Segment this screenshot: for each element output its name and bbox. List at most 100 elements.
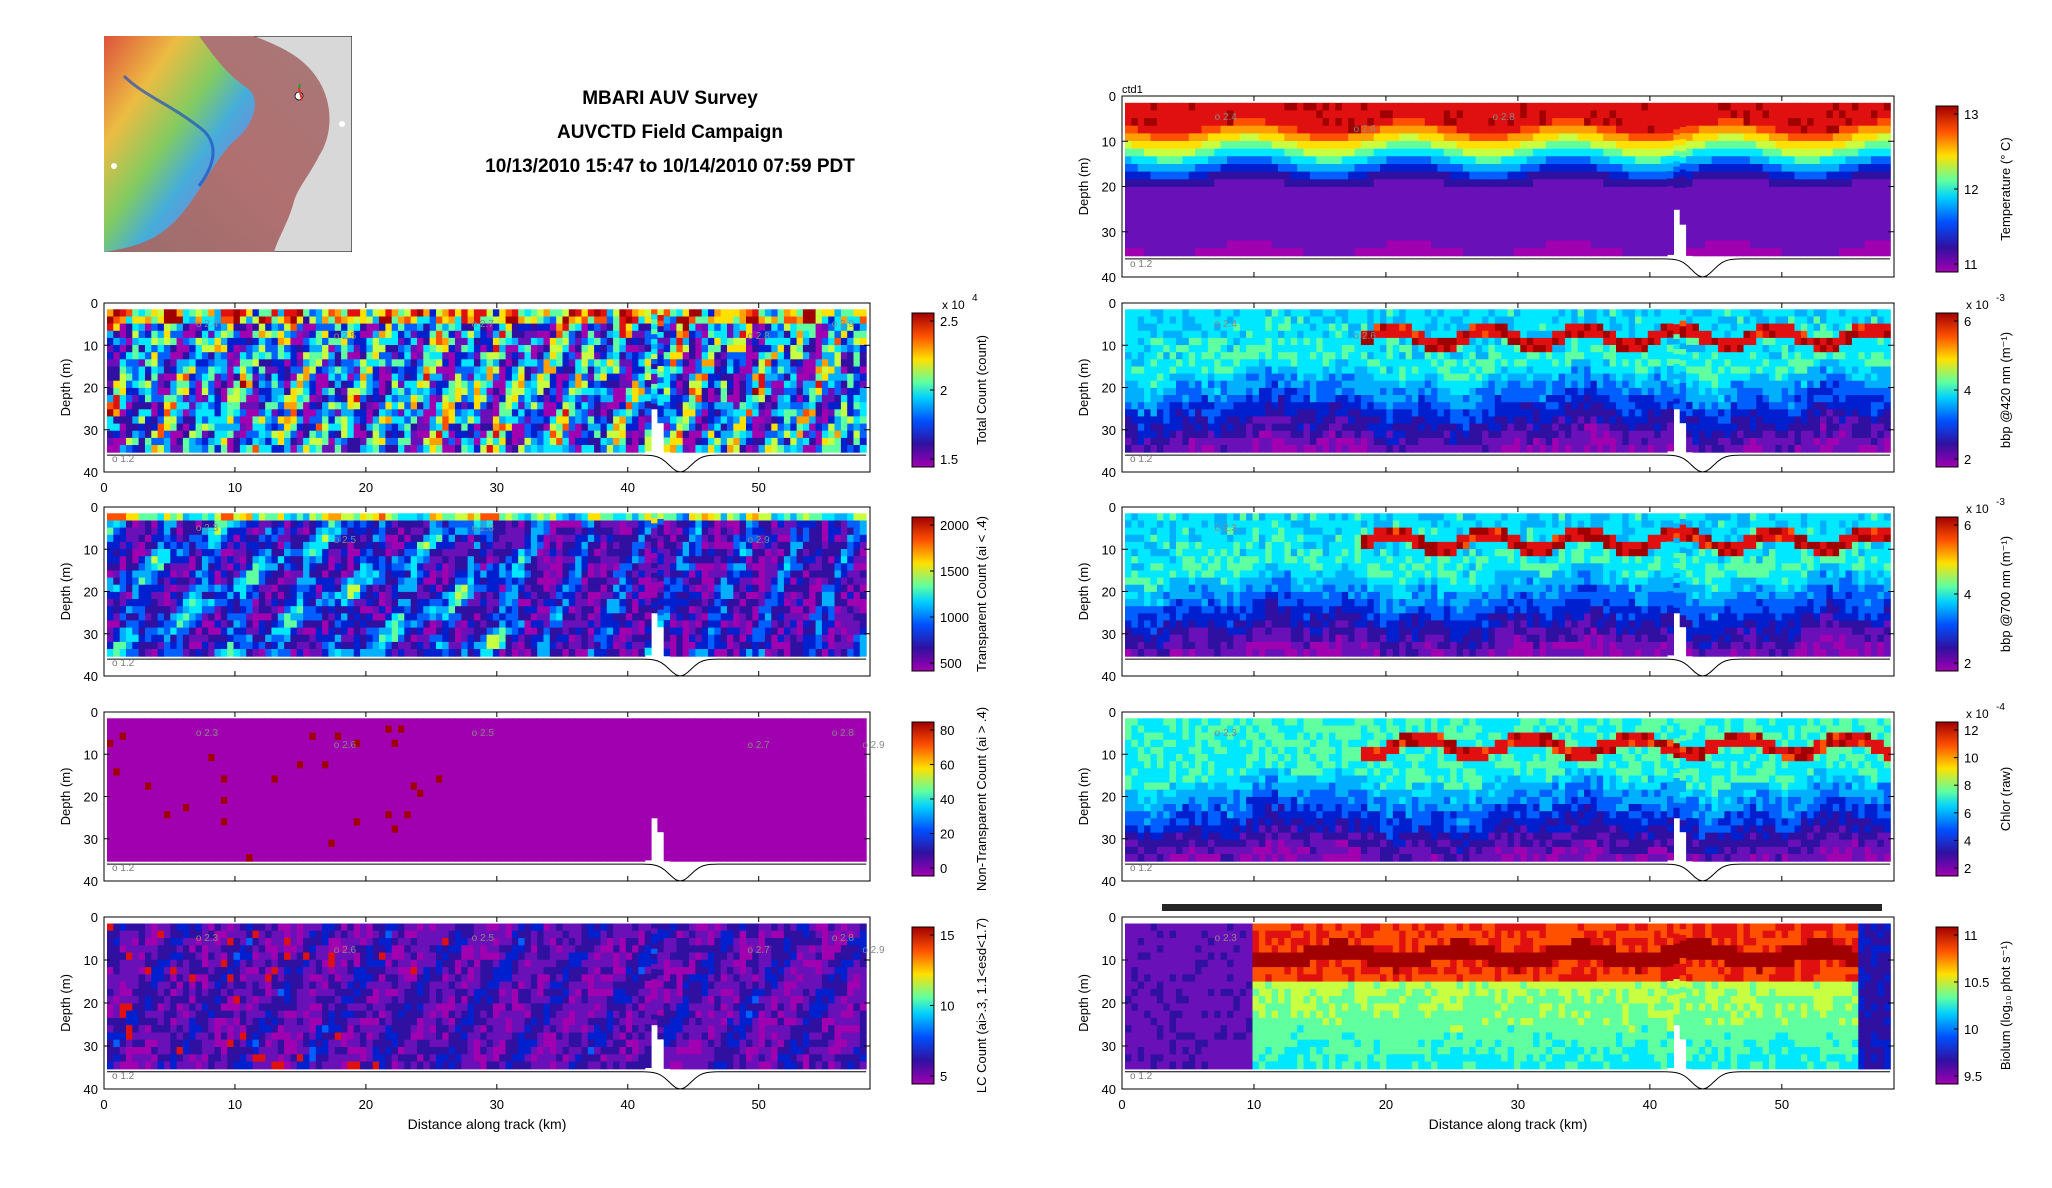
heatmap-cell xyxy=(234,620,241,628)
heatmap-cell xyxy=(841,359,848,367)
heatmap-cell xyxy=(430,649,437,657)
heatmap-cell xyxy=(575,431,582,439)
heatmap-cell xyxy=(291,563,298,571)
heatmap-cell xyxy=(487,445,494,453)
heatmap-cell xyxy=(468,635,475,643)
heatmap-cell xyxy=(506,606,513,614)
heatmap-cell xyxy=(303,542,310,550)
heatmap-cell xyxy=(708,592,715,600)
heatmap-cell xyxy=(284,521,291,529)
heatmap-cell xyxy=(645,542,652,550)
heatmap-cell xyxy=(613,367,620,375)
heatmap-cell xyxy=(531,563,538,571)
heatmap-cell xyxy=(366,599,373,607)
heatmap-cell xyxy=(259,338,266,346)
heatmap-cell xyxy=(442,592,449,600)
heatmap-cell xyxy=(752,388,759,396)
heatmap-cell xyxy=(322,317,329,325)
heatmap-cell xyxy=(120,635,127,643)
heatmap-cell xyxy=(120,367,127,375)
heatmap-cell xyxy=(196,585,203,593)
heatmap-cell xyxy=(613,542,620,550)
heatmap-cell xyxy=(771,445,778,453)
heatmap-cell xyxy=(563,381,570,389)
heatmap-cell xyxy=(733,352,740,360)
heatmap-cell xyxy=(550,338,557,346)
heatmap-cell xyxy=(170,635,177,643)
heatmap-cell xyxy=(803,338,810,346)
heatmap-cell xyxy=(309,642,316,650)
heatmap-cell xyxy=(316,331,323,339)
heatmap-cell xyxy=(404,381,411,389)
heatmap-cell xyxy=(493,338,500,346)
heatmap-cell xyxy=(563,395,570,403)
heatmap-cell xyxy=(430,549,437,557)
heatmap-cell xyxy=(632,317,639,325)
heatmap-cell xyxy=(708,309,715,317)
heatmap-cell xyxy=(322,528,329,536)
heatmap-cell xyxy=(487,309,494,317)
heatmap-cell xyxy=(790,338,797,346)
heatmap-cell xyxy=(316,563,323,571)
heatmap-cell xyxy=(373,438,380,446)
heatmap-cell xyxy=(480,585,487,593)
heatmap-cell xyxy=(151,345,158,353)
heatmap-cell xyxy=(246,345,253,353)
heatmap-cell xyxy=(145,578,152,586)
heatmap-cell xyxy=(512,571,519,579)
heatmap-cell xyxy=(442,535,449,543)
heatmap-cell xyxy=(227,345,234,353)
heatmap-cell xyxy=(107,535,114,543)
heatmap-cell xyxy=(803,324,810,332)
heatmap-cell xyxy=(221,521,228,529)
heatmap-cell xyxy=(335,642,342,650)
heatmap-cell xyxy=(512,578,519,586)
heatmap-cell xyxy=(354,317,361,325)
heatmap-cell xyxy=(721,424,728,432)
heatmap-cell xyxy=(556,613,563,621)
heatmap-cell xyxy=(657,525,664,531)
heatmap-cell xyxy=(158,571,165,579)
heatmap-cell xyxy=(828,438,835,446)
heatmap-cell xyxy=(240,338,247,346)
heatmap-cell xyxy=(461,324,468,332)
heatmap-cell xyxy=(626,431,633,439)
heatmap-cell xyxy=(657,576,664,582)
heatmap-cell xyxy=(822,317,829,325)
heatmap-cell xyxy=(385,649,392,657)
heatmap-cell xyxy=(132,585,139,593)
heatmap-cell xyxy=(158,331,165,339)
heatmap-cell xyxy=(126,556,133,564)
heatmap-cell xyxy=(392,578,399,586)
heatmap-cell xyxy=(158,535,165,543)
heatmap-cell xyxy=(847,381,854,389)
heatmap-cell xyxy=(449,571,456,579)
x-tick-label: 20 xyxy=(359,480,373,495)
heatmap-cell xyxy=(347,431,354,439)
heatmap-cell xyxy=(702,359,709,367)
heatmap-cell xyxy=(512,402,519,410)
heatmap-cell xyxy=(145,317,152,325)
heatmap-cell xyxy=(411,649,418,657)
heatmap-cell xyxy=(347,585,354,593)
heatmap-cell xyxy=(354,585,361,593)
heatmap-cell xyxy=(575,620,582,628)
heatmap-cell xyxy=(607,402,614,410)
heatmap-cell xyxy=(683,599,690,607)
heatmap-cell xyxy=(664,402,671,410)
heatmap-cell xyxy=(354,620,361,628)
heatmap-cell xyxy=(170,592,177,600)
heatmap-cell xyxy=(531,331,538,339)
heatmap-cell xyxy=(601,578,608,586)
heatmap-cell xyxy=(569,628,576,636)
heatmap-cell xyxy=(506,381,513,389)
heatmap-cell xyxy=(265,628,272,636)
heatmap-cell xyxy=(816,416,823,424)
heatmap-cell xyxy=(822,374,829,382)
heatmap-cell xyxy=(847,438,854,446)
heatmap-cell xyxy=(455,628,462,636)
heatmap-cell xyxy=(847,402,854,410)
heatmap-cell xyxy=(657,315,664,321)
heatmap-cell xyxy=(721,374,728,382)
heatmap-cell xyxy=(278,359,285,367)
